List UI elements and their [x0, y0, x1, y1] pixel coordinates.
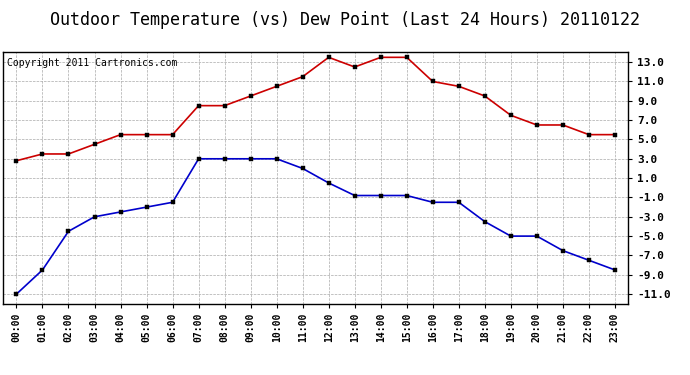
Text: Copyright 2011 Cartronics.com: Copyright 2011 Cartronics.com — [7, 57, 177, 68]
Text: Outdoor Temperature (vs) Dew Point (Last 24 Hours) 20110122: Outdoor Temperature (vs) Dew Point (Last… — [50, 11, 640, 29]
